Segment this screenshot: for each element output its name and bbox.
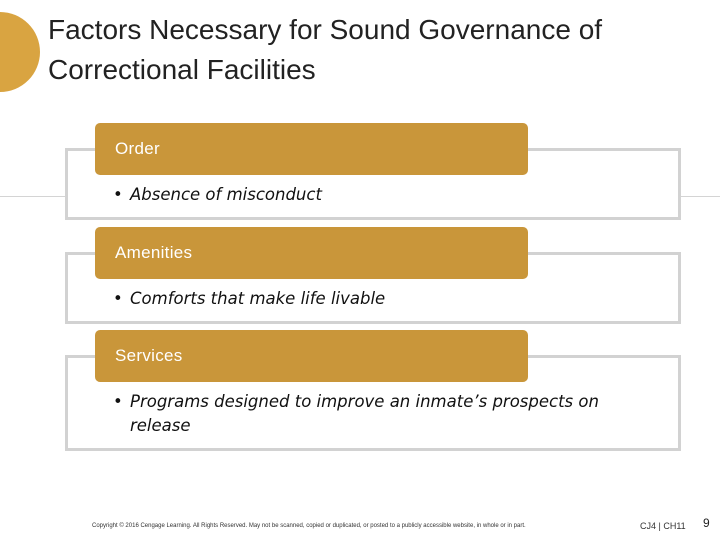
order-bullet-text: Absence of misconduct (130, 185, 322, 204)
bullet-symbol: • (113, 185, 123, 204)
amenities-header: Amenities (95, 227, 528, 279)
footer-course-code: CJ4 | CH11 (640, 521, 686, 531)
amenities-bullet-text: Comforts that make life livable (130, 289, 386, 308)
services-header: Services (95, 330, 528, 382)
slide-title-line-2: Correctional Facilities (48, 54, 316, 85)
slide-title-line-1: Factors Necessary for Sound Governance o… (48, 14, 603, 45)
page-number: 9 (703, 516, 710, 530)
services-bullet: • Programs designed to improve an inmate… (113, 390, 633, 438)
footer-copyright: Copyright © 2016 Cengage Learning. All R… (92, 523, 526, 529)
amenities-bullet: • Comforts that make life livable (113, 287, 653, 311)
services-bullet-text: Programs designed to improve an inmate’s… (130, 392, 599, 435)
order-header: Order (95, 123, 528, 175)
bullet-symbol: • (113, 289, 123, 308)
accent-tab-decoration (0, 12, 40, 92)
order-bullet: • Absence of misconduct (113, 183, 653, 207)
bullet-symbol: • (113, 392, 123, 411)
slide-title: Factors Necessary for Sound Governance o… (48, 10, 688, 90)
